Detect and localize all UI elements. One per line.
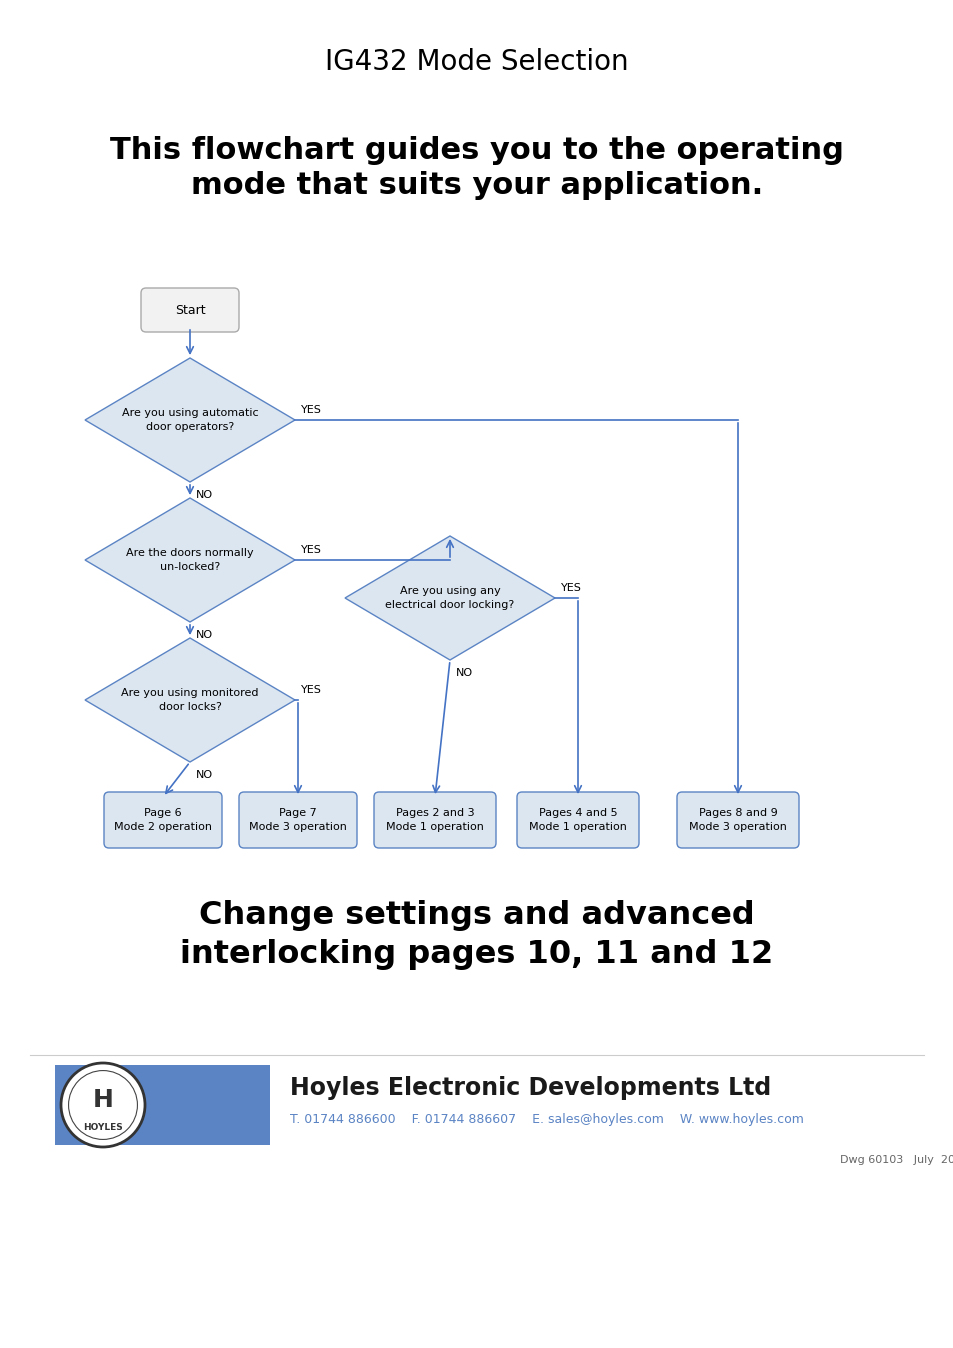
FancyBboxPatch shape	[677, 793, 799, 848]
Circle shape	[61, 1064, 145, 1147]
Text: Change settings and advanced
interlocking pages 10, 11 and 12: Change settings and advanced interlockin…	[180, 900, 773, 969]
Text: T. 01744 886600    F. 01744 886607    E. sales@hoyles.com    W. www.hoyles.com: T. 01744 886600 F. 01744 886607 E. sales…	[290, 1113, 803, 1127]
Text: Page 7
Mode 3 operation: Page 7 Mode 3 operation	[249, 809, 347, 832]
Text: H: H	[92, 1088, 113, 1112]
Text: Are you using any
electrical door locking?: Are you using any electrical door lockin…	[385, 586, 514, 609]
Text: Are you using monitored
door locks?: Are you using monitored door locks?	[121, 689, 258, 712]
Text: YES: YES	[301, 545, 321, 555]
Polygon shape	[85, 497, 294, 621]
Text: NO: NO	[195, 491, 213, 500]
Bar	[55, 1065, 270, 1144]
Polygon shape	[85, 638, 294, 762]
Text: YES: YES	[301, 404, 321, 415]
Text: Pages 2 and 3
Mode 1 operation: Pages 2 and 3 Mode 1 operation	[386, 809, 483, 832]
Text: Are you using automatic
door operators?: Are you using automatic door operators?	[122, 408, 258, 431]
FancyBboxPatch shape	[141, 288, 239, 332]
Text: This flowchart guides you to the operating
mode that suits your application.: This flowchart guides you to the operati…	[110, 136, 843, 201]
FancyBboxPatch shape	[104, 793, 222, 848]
Circle shape	[69, 1070, 137, 1139]
FancyBboxPatch shape	[374, 793, 496, 848]
Text: NO: NO	[456, 669, 473, 678]
Text: Page 6
Mode 2 operation: Page 6 Mode 2 operation	[113, 809, 212, 832]
Text: Pages 4 and 5
Mode 1 operation: Pages 4 and 5 Mode 1 operation	[529, 809, 626, 832]
Text: NO: NO	[195, 770, 213, 780]
Polygon shape	[345, 537, 555, 661]
Text: Dwg 60103   July  2013: Dwg 60103 July 2013	[840, 1155, 953, 1165]
Text: Hoyles Electronic Developments Ltd: Hoyles Electronic Developments Ltd	[290, 1076, 770, 1100]
Text: NO: NO	[195, 630, 213, 640]
Text: Start: Start	[174, 303, 205, 317]
Polygon shape	[85, 359, 294, 483]
FancyBboxPatch shape	[517, 793, 639, 848]
FancyBboxPatch shape	[239, 793, 356, 848]
Text: Are the doors normally
un-locked?: Are the doors normally un-locked?	[126, 549, 253, 572]
Text: IG432 Mode Selection: IG432 Mode Selection	[325, 49, 628, 75]
Text: Pages 8 and 9
Mode 3 operation: Pages 8 and 9 Mode 3 operation	[688, 809, 786, 832]
Text: YES: YES	[301, 685, 321, 696]
Text: HOYLES: HOYLES	[83, 1123, 123, 1131]
Text: YES: YES	[560, 582, 581, 593]
